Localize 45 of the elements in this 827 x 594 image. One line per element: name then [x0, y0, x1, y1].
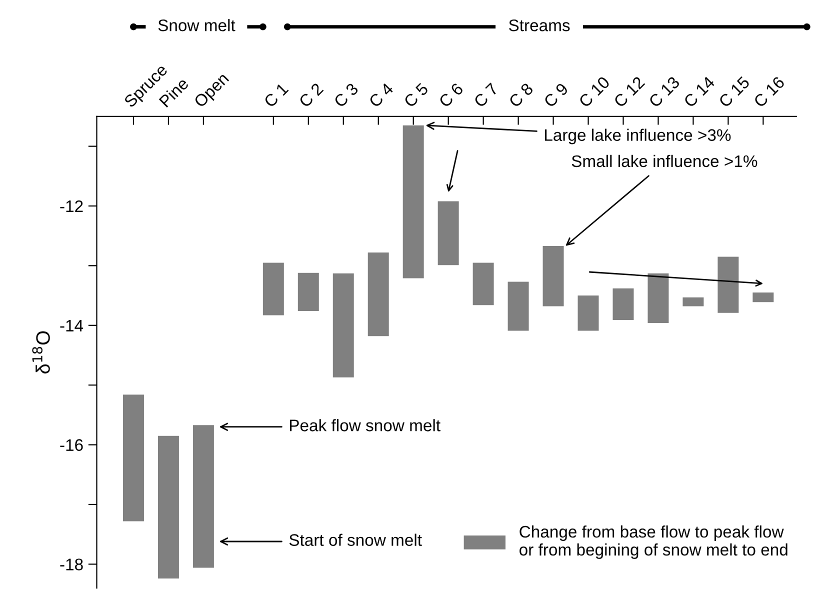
bar	[192, 425, 214, 568]
x-tick-label: C 9	[543, 82, 569, 108]
bar	[368, 252, 389, 336]
bar	[298, 272, 319, 312]
bar	[718, 256, 739, 313]
bar	[402, 125, 424, 278]
bar	[578, 296, 599, 331]
bar	[612, 288, 634, 320]
x-tick-label: C 8	[508, 82, 534, 108]
legend-label: Change from base flow to peak flow or from begining of snow melt to end	[520, 525, 788, 559]
bar	[472, 262, 494, 306]
annotation: Start of snow melt	[289, 534, 422, 546]
x-tick-label: C 3	[333, 82, 359, 108]
x-tick-label: C 5	[403, 82, 429, 108]
bar	[332, 273, 354, 378]
x-tick-label: C 1	[263, 82, 289, 108]
x-tick-label: C 16	[753, 76, 786, 108]
bar	[508, 282, 529, 331]
x-tick-label: C 12	[613, 76, 646, 108]
text: Snow melt	[158, 19, 236, 32]
bar	[682, 297, 704, 306]
y-tick-label: -16	[60, 439, 83, 451]
bar	[648, 273, 669, 323]
y-tick-label: -12	[60, 200, 83, 212]
x-tick-label: C 15	[718, 76, 750, 108]
bar	[752, 292, 774, 302]
bar	[122, 394, 144, 522]
annotation: Small lake influence >1%	[572, 154, 758, 168]
bar	[158, 436, 179, 579]
x-tick-label: C 10	[578, 76, 610, 108]
text: Streams	[509, 19, 570, 32]
annotation: Large lake influence >3%	[545, 128, 731, 144]
bar	[438, 201, 459, 266]
annotation: Peak flow snow melt	[290, 419, 440, 432]
x-tick-label: C 14	[683, 76, 716, 108]
bar	[542, 246, 564, 306]
y-axis-title: δ$^{18}$O	[32, 331, 50, 374]
x-tick-label: C 7	[473, 82, 499, 108]
x-tick-label: C 6	[438, 82, 464, 108]
y-tick-label: -18	[60, 558, 83, 570]
y-tick-label: -14	[60, 320, 84, 332]
x-tick-label: C 4	[368, 82, 394, 108]
x-tick-label: C 13	[648, 76, 680, 108]
bar	[262, 262, 284, 316]
x-tick-label: C 2	[298, 82, 324, 108]
